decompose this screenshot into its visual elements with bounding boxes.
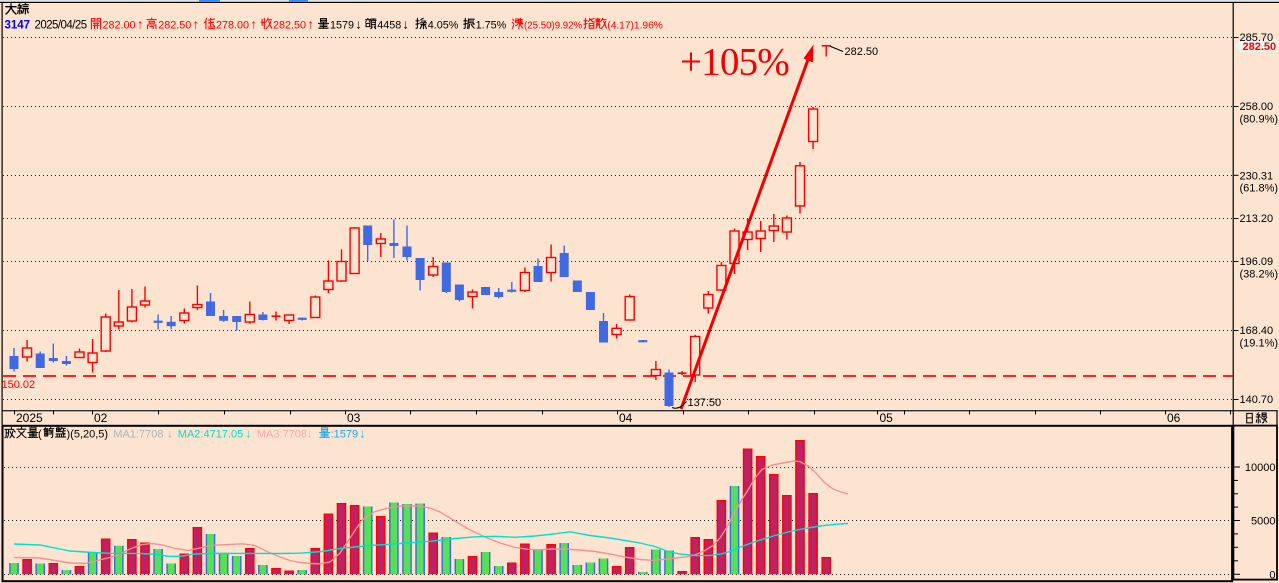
svg-text:(19.1%): (19.1%)	[1240, 337, 1279, 349]
svg-text:04: 04	[619, 411, 633, 425]
svg-text:+105%: +105%	[680, 41, 789, 84]
svg-text:10000: 10000	[1245, 462, 1276, 474]
svg-text:0: 0	[1269, 569, 1275, 581]
svg-text:230.31: 230.31	[1240, 170, 1274, 182]
svg-text:↓: ↓	[360, 426, 366, 440]
svg-text:↑: ↑	[307, 16, 314, 31]
svg-text:282.50: 282.50	[845, 46, 879, 58]
svg-text:↓: ↓	[355, 16, 362, 31]
svg-text:↓: ↓	[167, 426, 173, 440]
svg-text:1579: 1579	[330, 19, 354, 31]
svg-text:213.20: 213.20	[1240, 213, 1274, 225]
svg-text:2025: 2025	[16, 411, 43, 425]
svg-text:(25.50)9.92%: (25.50)9.92%	[524, 20, 583, 31]
svg-text:140.70: 140.70	[1240, 394, 1274, 406]
svg-text:282.50: 282.50	[1243, 41, 1277, 53]
svg-text:)(5,20,5): )(5,20,5)	[67, 428, 109, 440]
svg-text:282.50: 282.50	[158, 19, 191, 31]
svg-text:02: 02	[94, 411, 108, 425]
svg-text:03: 03	[347, 411, 361, 425]
svg-text:(4.17)1.96%: (4.17)1.96%	[607, 20, 663, 31]
svg-text:4.05%: 4.05%	[428, 19, 459, 31]
svg-text:282.00: 282.00	[103, 19, 136, 31]
svg-text:↑: ↑	[250, 16, 256, 31]
svg-text:(80.9%): (80.9%)	[1240, 113, 1279, 125]
svg-text:05: 05	[880, 411, 894, 425]
svg-text:↑: ↑	[192, 16, 199, 31]
svg-text:150.02: 150.02	[2, 379, 36, 391]
svg-text:MA2:4717.05: MA2:4717.05	[178, 428, 243, 440]
svg-text:MA1:7708: MA1:7708	[113, 428, 163, 440]
svg-text:278.00: 278.00	[216, 19, 249, 31]
svg-text:MA3:7708: MA3:7708	[257, 428, 307, 440]
svg-text:1.75%: 1.75%	[476, 19, 507, 31]
svg-text:196.09: 196.09	[1240, 256, 1274, 268]
svg-text:06: 06	[1167, 411, 1181, 425]
svg-text:285.70: 285.70	[1240, 32, 1274, 44]
svg-text::1579: :1579	[331, 428, 359, 440]
svg-text:5000: 5000	[1251, 516, 1275, 528]
svg-text:168.40: 168.40	[1240, 325, 1274, 337]
svg-text:↓: ↓	[246, 426, 252, 440]
svg-text:(61.8%): (61.8%)	[1240, 183, 1279, 195]
svg-text:↓: ↓	[402, 16, 409, 31]
svg-text:4458: 4458	[377, 19, 401, 31]
svg-text:3147: 3147	[5, 19, 31, 31]
svg-text:↓: ↓	[307, 426, 313, 440]
svg-text:↑: ↑	[137, 16, 144, 31]
svg-text:(: (	[38, 428, 42, 440]
svg-text:137.50: 137.50	[688, 397, 722, 409]
svg-text:282.50: 282.50	[273, 19, 306, 31]
svg-text:2025/04/25: 2025/04/25	[35, 19, 87, 31]
svg-text:(38.2%): (38.2%)	[1240, 268, 1279, 280]
svg-text:258.00: 258.00	[1240, 101, 1274, 113]
